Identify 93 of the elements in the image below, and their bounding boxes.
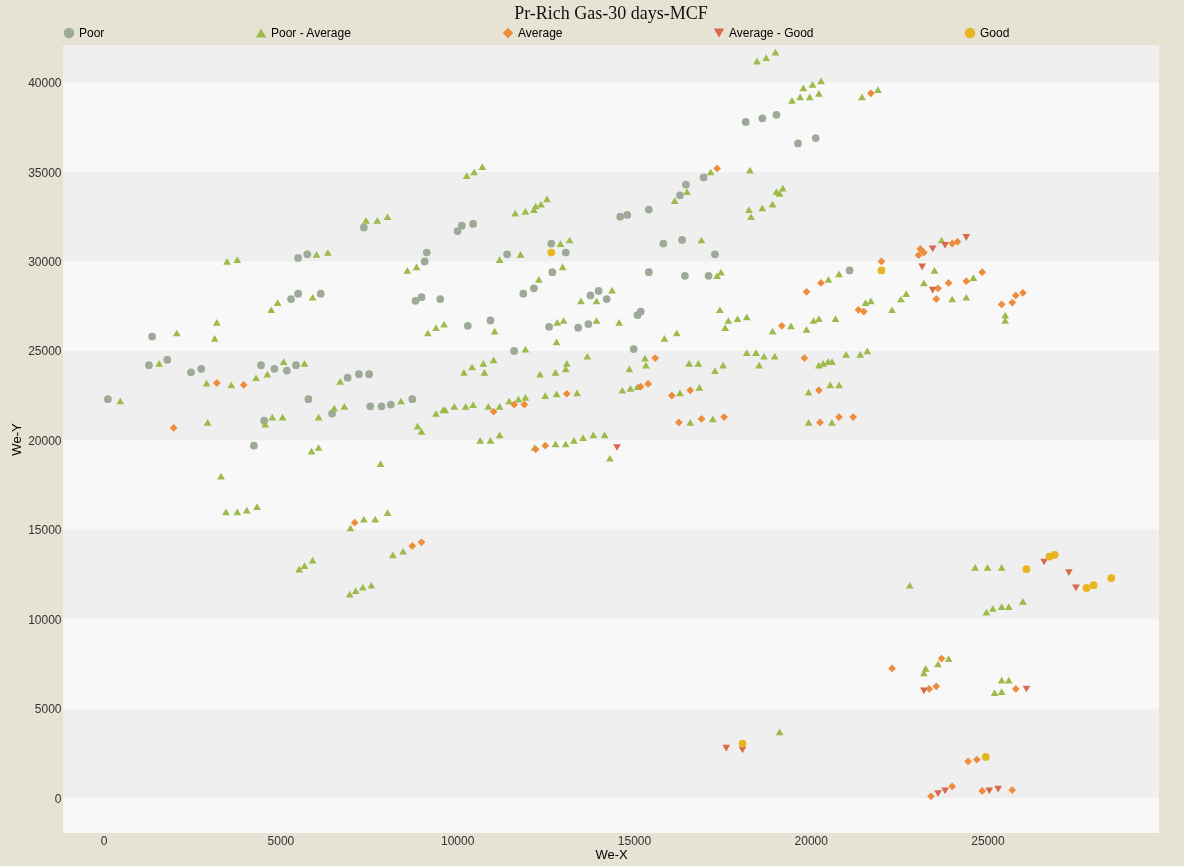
point: [350, 518, 359, 527]
legend-label: Average - Good: [729, 26, 814, 40]
point: [777, 321, 786, 330]
point: [613, 444, 621, 451]
y-axis-title: We-Y: [9, 423, 25, 456]
x-tick-label: 20000: [794, 833, 829, 848]
point: [667, 391, 676, 400]
point: [914, 251, 923, 260]
point: [928, 286, 937, 294]
x-tick-label: 15000: [617, 833, 652, 848]
x-tick-label: 10000: [441, 833, 475, 848]
point: [962, 233, 971, 241]
point: [948, 782, 957, 791]
point: [1064, 569, 1073, 577]
point: [1011, 685, 1020, 693]
point: [948, 239, 957, 248]
legend-label: Good: [980, 26, 1010, 40]
point: [169, 423, 178, 432]
point: [541, 441, 550, 450]
point: [941, 242, 949, 249]
point: [962, 277, 971, 285]
point: [932, 682, 941, 691]
point: [859, 307, 868, 316]
point: [877, 266, 886, 275]
point: [953, 237, 962, 246]
y-tick-label: 15000: [28, 523, 62, 538]
point: [978, 787, 987, 795]
point: [937, 654, 946, 663]
point: [417, 538, 426, 547]
x-tick-label: 25000: [971, 833, 1006, 848]
point: [994, 785, 1003, 793]
point: [866, 89, 875, 98]
point: [918, 263, 926, 271]
point: [738, 739, 747, 748]
point: [686, 386, 695, 395]
y-tick-label: 40000: [28, 76, 62, 91]
x-tick-label: 5000: [267, 833, 295, 848]
point: [916, 245, 925, 253]
chart-title: Pr-Rich Gas-30 days-MCF: [514, 3, 708, 23]
point: [1089, 581, 1098, 590]
y-tick-label: 25000: [28, 344, 62, 359]
y-tick-label: 0: [54, 791, 62, 806]
point: [964, 757, 972, 766]
point: [547, 248, 556, 257]
point: [510, 400, 518, 409]
point: [239, 381, 248, 389]
point: [713, 164, 721, 173]
point: [562, 389, 571, 398]
y-tick-label: 5000: [34, 702, 62, 717]
point: [944, 279, 953, 287]
point: [800, 354, 809, 362]
point: [1022, 565, 1031, 574]
point: [973, 755, 981, 764]
legend-label: Poor - Average: [271, 26, 352, 40]
point: [816, 418, 824, 427]
y-tick-label: 10000: [28, 612, 62, 627]
point: [815, 386, 823, 395]
point: [927, 792, 935, 801]
point: [1082, 584, 1091, 592]
point: [651, 354, 660, 362]
point: [997, 300, 1006, 309]
legend-label: Average: [518, 26, 563, 40]
x-axis-title: We-X: [595, 846, 628, 862]
point: [932, 295, 941, 303]
point: [1050, 550, 1059, 559]
x-tick-label: 0: [100, 833, 108, 848]
y-tick-label: 35000: [28, 165, 62, 180]
point: [675, 418, 683, 427]
point: [934, 284, 942, 293]
point: [1008, 786, 1017, 794]
point: [1008, 298, 1017, 307]
point: [644, 380, 652, 388]
point: [1107, 574, 1116, 582]
point: [934, 790, 942, 797]
point: [1011, 291, 1020, 300]
point: [920, 687, 928, 695]
point: [520, 400, 529, 409]
point: [854, 305, 863, 314]
point: [888, 664, 896, 673]
point: [489, 407, 498, 416]
point: [978, 268, 987, 277]
legend-label: Poor: [79, 26, 105, 40]
y-tick-label: 20000: [28, 433, 62, 448]
point: [981, 753, 990, 761]
point: [720, 413, 729, 421]
y-tick-label: 30000: [28, 254, 62, 269]
point: [849, 413, 858, 421]
point: [408, 542, 417, 550]
point: [697, 415, 706, 423]
point: [212, 379, 221, 387]
point: [802, 287, 811, 296]
point: [920, 248, 928, 257]
point: [1019, 288, 1027, 297]
